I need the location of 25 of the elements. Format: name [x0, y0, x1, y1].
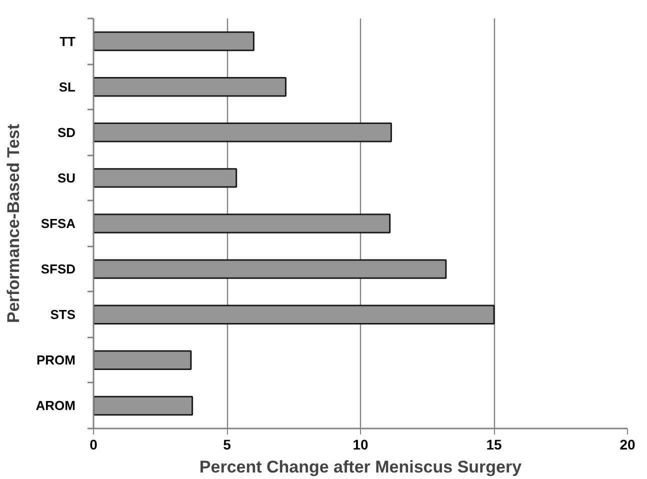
- bar: [94, 122, 392, 142]
- bar: [94, 31, 254, 52]
- y-tick-label: SU: [57, 170, 76, 186]
- x-tick-label: 10: [352, 436, 368, 452]
- y-tick-label: PROM: [36, 352, 76, 368]
- bar: [94, 214, 391, 234]
- bar: [94, 259, 447, 279]
- bar: [94, 168, 238, 188]
- y-tick-label: SD: [57, 124, 76, 140]
- y-tick-label: STS: [50, 307, 76, 322]
- y-tick-label: SL: [58, 79, 76, 94]
- y-tick-label: AROM: [36, 398, 76, 414]
- y-axis-title: Performance-Based Test: [4, 124, 23, 324]
- x-tick-label: 15: [486, 436, 502, 452]
- bar: [94, 76, 286, 97]
- bar: [94, 304, 495, 324]
- y-tick-label: TT: [60, 34, 76, 49]
- x-axis-title: Percent Change after Meniscus Surgery: [199, 458, 522, 476]
- x-tick-label: 5: [223, 436, 232, 452]
- bar: [94, 350, 192, 370]
- y-tick-label: SFSD: [40, 262, 76, 277]
- y-tick-label: SFSA: [40, 216, 76, 231]
- bar: [94, 396, 194, 416]
- x-tick-label: 0: [90, 436, 98, 452]
- x-tick-label: 20: [620, 436, 636, 452]
